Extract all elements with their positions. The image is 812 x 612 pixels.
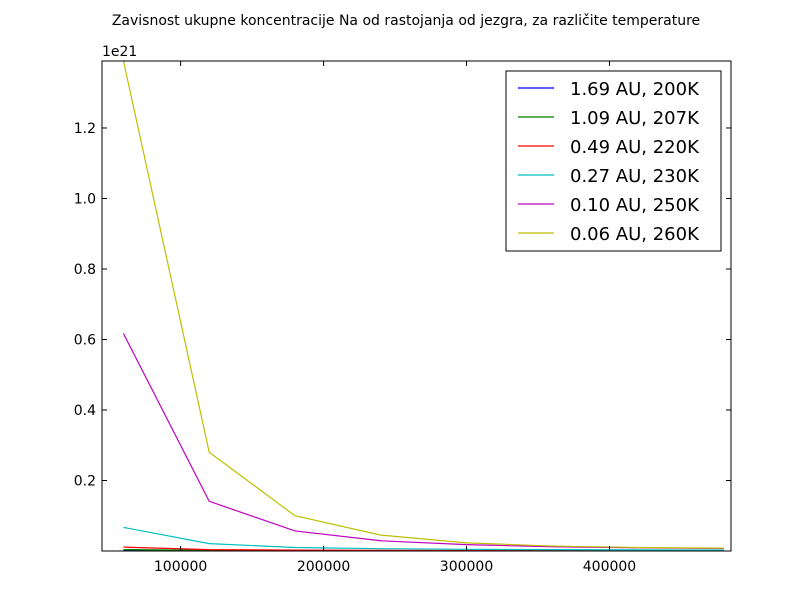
y-tick-label: 0.2 <box>74 473 96 489</box>
x-tick-label: 100000 <box>154 559 207 575</box>
series-line-4 <box>123 526 724 551</box>
legend-label: 0.10 AU, 250K <box>570 195 700 216</box>
series-line-6 <box>122 61 724 549</box>
legend-box <box>505 70 722 252</box>
y-tick-label: 1.0 <box>74 191 96 207</box>
x-tick-label: 400000 <box>583 559 636 575</box>
legend-label: 1.69 AU, 200K <box>570 79 700 100</box>
legend-label: 0.06 AU, 260K <box>570 224 700 245</box>
y-axis-offset-label: 1e21 <box>102 44 137 60</box>
x-tick-label: 200000 <box>297 559 350 575</box>
legend-label: 0.49 AU, 220K <box>570 137 700 158</box>
legend-label: 1.09 AU, 207K <box>570 108 700 129</box>
y-tick-label: 0.4 <box>74 403 96 419</box>
plot-area: 100000 200000 300000 400000 0.2 0.4 0.6 0.8 1.0 1… <box>74 60 732 575</box>
plot-frame <box>101 60 732 552</box>
y-tick-label: 0.6 <box>74 332 96 348</box>
x-tick-label: 300000 <box>440 559 493 575</box>
y-tick-label: 0.8 <box>74 262 96 278</box>
y-tick-label: 1.2 <box>74 121 96 137</box>
legend-label: 0.27 AU, 230K <box>570 166 700 187</box>
chart-title: Zavisnost ukupne koncentracije Na od ras… <box>112 13 700 29</box>
legend: 1.69 AU, 200K 1.09 AU, 207K 0.49 AU, 220K 0… <box>505 70 722 252</box>
